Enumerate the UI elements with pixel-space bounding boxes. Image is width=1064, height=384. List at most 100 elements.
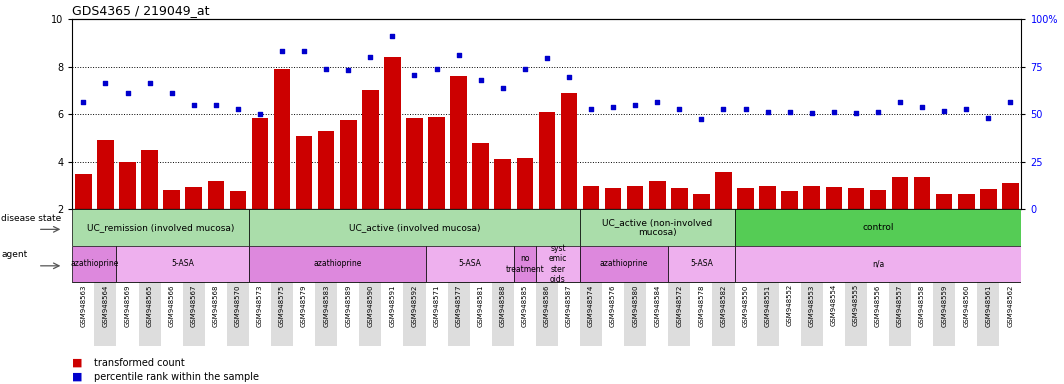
Text: azathioprine: azathioprine [600, 260, 648, 268]
Text: azathioprine: azathioprine [313, 260, 362, 268]
Point [273, 48, 290, 55]
Text: GSM948583: GSM948583 [323, 284, 329, 327]
Point [495, 85, 512, 91]
Point [869, 109, 886, 115]
Bar [207, 181, 225, 209]
Bar [580, 246, 668, 282]
Text: GSM948589: GSM948589 [345, 284, 351, 327]
Text: ■: ■ [72, 372, 83, 382]
Text: GSM948550: GSM948550 [743, 284, 749, 326]
Text: GSM948573: GSM948573 [257, 284, 263, 327]
Bar [958, 194, 975, 209]
Bar [1002, 183, 1018, 209]
Text: GSM948577: GSM948577 [455, 284, 462, 327]
Point [74, 99, 92, 106]
Text: GSM948553: GSM948553 [809, 284, 815, 326]
Text: control: control [862, 223, 894, 232]
Point [318, 66, 335, 72]
Point [97, 80, 114, 86]
Bar [227, 282, 249, 346]
Text: 5-ASA: 5-ASA [171, 260, 194, 268]
Text: GSM948568: GSM948568 [213, 284, 219, 327]
Bar [381, 282, 403, 346]
Text: GSM948592: GSM948592 [412, 284, 417, 326]
Point [384, 33, 401, 39]
Text: UC_active (non-involved
mucosa): UC_active (non-involved mucosa) [602, 218, 713, 237]
Text: GSM948570: GSM948570 [235, 284, 240, 327]
Bar [734, 282, 757, 346]
Text: GSM948567: GSM948567 [190, 284, 197, 327]
Bar [469, 282, 492, 346]
Point [450, 52, 467, 58]
Bar [138, 282, 161, 346]
Bar [516, 158, 533, 209]
Bar [781, 192, 798, 209]
Bar [538, 112, 555, 209]
Bar [315, 282, 337, 346]
Point [406, 72, 423, 78]
Bar [340, 120, 356, 209]
Bar [119, 162, 136, 209]
Bar [734, 209, 1021, 246]
Text: GSM948575: GSM948575 [279, 284, 285, 326]
Point [472, 77, 489, 83]
Point [803, 110, 820, 116]
Text: GSM948588: GSM948588 [500, 284, 505, 327]
Point [516, 66, 533, 72]
Bar [384, 57, 401, 209]
Text: no
treatment: no treatment [505, 254, 544, 274]
Point [759, 109, 776, 115]
Text: percentile rank within the sample: percentile rank within the sample [94, 372, 259, 382]
Bar [625, 282, 646, 346]
Point [207, 102, 225, 108]
Text: GSM948587: GSM948587 [566, 284, 572, 327]
Bar [536, 282, 558, 346]
Text: n/a: n/a [871, 260, 884, 268]
Point [362, 54, 379, 60]
Text: GSM948571: GSM948571 [433, 284, 439, 327]
Point [847, 110, 864, 116]
Point [230, 106, 247, 113]
Bar [185, 187, 202, 209]
Point [604, 104, 621, 110]
Bar [869, 190, 886, 209]
Point [428, 66, 445, 72]
Text: GSM948555: GSM948555 [853, 284, 859, 326]
Text: GSM948552: GSM948552 [786, 284, 793, 326]
Bar [978, 282, 999, 346]
Bar [406, 118, 422, 209]
Bar [337, 282, 360, 346]
Bar [936, 194, 952, 209]
Bar [76, 174, 92, 209]
Bar [230, 192, 246, 209]
Point [935, 108, 952, 114]
Bar [161, 282, 183, 346]
Text: UC_active (involved mucosa): UC_active (involved mucosa) [349, 223, 480, 232]
Point [185, 102, 202, 108]
Bar [271, 282, 293, 346]
Bar [845, 282, 867, 346]
Point [781, 109, 798, 115]
Text: GSM948581: GSM948581 [478, 284, 484, 327]
Text: azathioprine: azathioprine [70, 260, 118, 268]
Point [561, 74, 578, 81]
Text: agent: agent [1, 250, 28, 259]
Bar [204, 282, 227, 346]
Bar [426, 282, 448, 346]
Point [670, 106, 687, 113]
Point [958, 106, 975, 113]
Point [582, 106, 599, 113]
Text: GSM948585: GSM948585 [521, 284, 528, 326]
Point [826, 109, 843, 115]
Text: GSM948562: GSM948562 [1008, 284, 1013, 326]
Text: GSM948551: GSM948551 [765, 284, 770, 326]
Bar [933, 282, 955, 346]
Bar [450, 76, 467, 209]
Text: GSM948582: GSM948582 [720, 284, 727, 326]
Text: GSM948565: GSM948565 [147, 284, 152, 326]
Bar [646, 282, 668, 346]
Bar [426, 246, 514, 282]
Bar [558, 282, 580, 346]
Bar [757, 282, 779, 346]
Text: GSM948560: GSM948560 [963, 284, 969, 327]
